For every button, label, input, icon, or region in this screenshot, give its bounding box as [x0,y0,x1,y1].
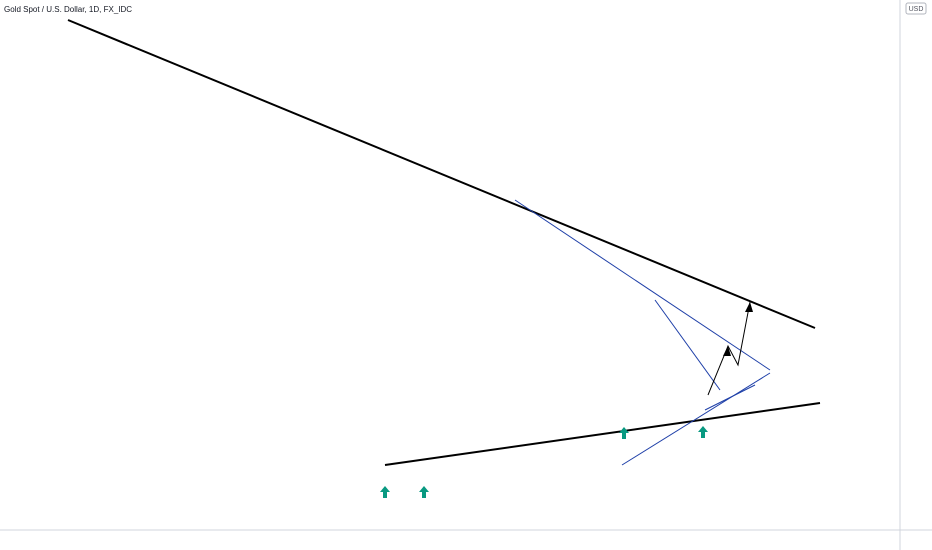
up-arrow [419,486,429,498]
up-arrow [619,427,629,439]
arrow-head [723,346,731,356]
signal-arrows [380,426,708,498]
trendline [621,372,771,466]
arrow-head [745,302,753,312]
up-arrow [380,486,390,498]
projection-arrow [707,301,751,396]
currency-box [905,2,927,15]
trendline [67,19,816,329]
trendline [654,299,721,391]
trendline [704,384,756,411]
currency: USD [909,6,924,13]
up-arrow [698,426,708,438]
trendline [514,199,771,371]
trendline [384,402,821,466]
drawings [67,19,821,498]
chart-title: Gold Spot / U.S. Dollar, 1D, FX_IDC [4,5,132,14]
